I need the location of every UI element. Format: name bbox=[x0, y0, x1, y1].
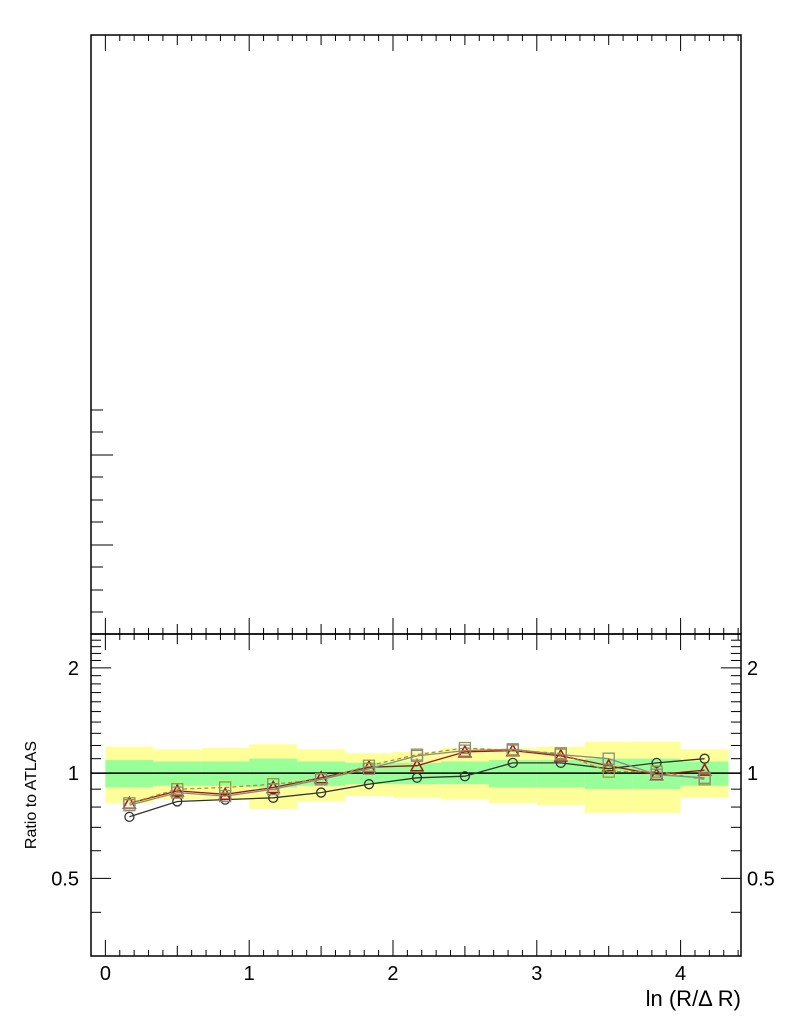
circle-marker bbox=[124, 811, 135, 822]
tick-labels: 0 1 2 3 4 0.5 0.5 1 1 2 2 bbox=[51, 658, 775, 985]
square-marker bbox=[171, 786, 184, 799]
x-axis-title: ln (R/Δ R) bbox=[646, 986, 741, 1011]
square-marker bbox=[602, 765, 615, 778]
circle-marker bbox=[268, 792, 279, 803]
triangle-marker bbox=[409, 758, 425, 772]
triangle-marker bbox=[313, 770, 329, 784]
circle-marker bbox=[459, 771, 471, 782]
upper-tick-marks bbox=[90, 35, 739, 634]
square-marker bbox=[602, 752, 615, 765]
circle-marker bbox=[315, 787, 327, 798]
square-marker bbox=[219, 789, 232, 803]
y-tick-label-right: 0.5 bbox=[747, 868, 775, 890]
square-marker bbox=[458, 744, 472, 757]
x-tick-label: 2 bbox=[387, 963, 398, 985]
triangle-marker bbox=[697, 762, 712, 776]
x-tick-label: 0 bbox=[100, 963, 111, 985]
y-axis-title: Ratio to ATLAS bbox=[23, 741, 40, 849]
x-tick-label: 1 bbox=[244, 963, 255, 985]
y-tick-label-right: 2 bbox=[747, 658, 758, 680]
inner-band-bin bbox=[584, 758, 633, 790]
circle-marker bbox=[363, 779, 375, 790]
circle-marker bbox=[507, 757, 518, 769]
square-marker bbox=[506, 743, 519, 756]
x-tick-label: 4 bbox=[675, 963, 686, 985]
series-line-square bbox=[129, 748, 705, 806]
lower-panel-frame bbox=[90, 633, 742, 957]
triangle-marker bbox=[265, 779, 281, 794]
square-marker bbox=[219, 781, 232, 794]
circle-marker bbox=[411, 772, 423, 783]
y-tick-label-left: 2 bbox=[68, 658, 79, 680]
lower-tick-marks bbox=[90, 634, 741, 957]
square-marker bbox=[554, 748, 567, 761]
series-group bbox=[122, 741, 712, 822]
square-marker bbox=[267, 783, 280, 796]
triangle-marker bbox=[217, 786, 233, 801]
square-marker bbox=[362, 762, 376, 775]
y-tick-label-left: 0.5 bbox=[51, 868, 79, 890]
x-tick-label: 3 bbox=[531, 963, 542, 985]
circle-marker bbox=[172, 796, 183, 807]
inner-band-bin bbox=[632, 758, 681, 790]
y-tick-label-left: 1 bbox=[68, 763, 79, 785]
triangle-marker bbox=[601, 758, 616, 772]
lower-panel: 0 1 2 3 4 0.5 0.5 1 1 2 2 ln (R/Δ R) Ratio to ATLA… bbox=[23, 633, 775, 1011]
square-marker bbox=[698, 771, 711, 784]
y-tick-label-right: 1 bbox=[747, 763, 758, 785]
square-marker bbox=[123, 799, 136, 812]
square-marker bbox=[314, 773, 328, 786]
triangle-marker bbox=[170, 783, 185, 797]
square-marker bbox=[650, 768, 663, 781]
square-marker bbox=[410, 749, 424, 763]
